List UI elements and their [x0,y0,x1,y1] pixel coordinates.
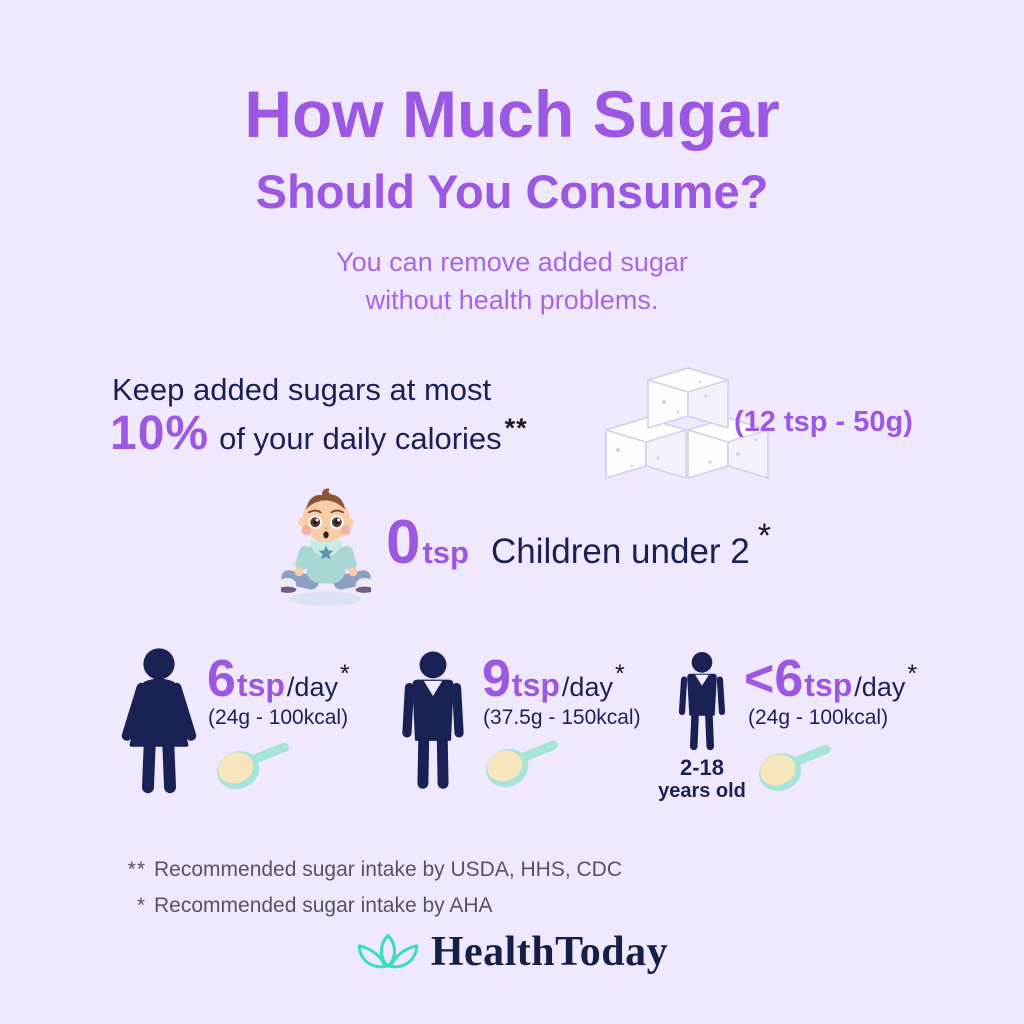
man-per: /day [561,672,613,702]
children-footnote-marker: * [757,517,771,555]
child-age-range: 2-18 [679,755,725,780]
woman-unit: tsp [236,667,285,703]
child-amount: <6 [744,650,804,708]
footnote-aha: * Recommended sugar intake by AHA [116,894,493,918]
children-under-2-row: 0 tsp Children under 2 * [386,512,771,574]
daily-limit-text-line1: Keep added sugars at most [112,372,492,407]
subtitle-line2: without health problems. [365,285,659,315]
daily-limit-footnote-marker: ** [504,413,528,443]
children-amount: 0 [386,508,421,577]
baby-icon [281,488,371,606]
page-title-line1: How Much Sugar [244,77,780,151]
children-label: Children under 2 [490,532,750,571]
page-title-line2: Should You Consume? [255,165,769,218]
brand-logo: HealthToday [0,928,1024,976]
child-footnote-marker: * [907,660,918,688]
child-age-units: years old [658,780,746,803]
daily-limit-equivalent: (12 tsp - 50g) [734,406,913,438]
lotus-icon [357,933,419,969]
spoon-icon [486,740,558,788]
daily-limit-percentage: 10% [110,407,210,460]
woman-amount-row: 6 tsp /day * [207,653,350,705]
woman-amount: 6 [207,650,236,708]
footnote-usda: ** Recommended sugar intake by USDA, HHS… [116,858,622,882]
man-detail: (37.5g - 150kcal) [483,706,641,729]
brand-name: HealthToday [430,929,669,975]
woman-detail: (24g - 100kcal) [208,706,349,729]
child-icon [678,652,726,751]
man-footnote-marker: * [614,660,625,688]
man-icon [402,651,464,789]
child-detail: (24g - 100kcal) [748,706,889,729]
child-amount-row: <6 tsp /day * [744,653,917,705]
footnote-usda-marker: ** [127,858,146,881]
footnote-aha-text: Recommended sugar intake by AHA [154,894,493,917]
sugar-cubes-icon [605,367,769,479]
child-unit: tsp [804,667,853,703]
footnote-aha-marker: * [136,894,146,917]
spoon-icon [759,744,831,792]
woman-icon [121,648,197,794]
spoon-icon [217,742,289,790]
man-unit: tsp [511,667,560,703]
woman-per: /day [286,672,338,702]
man-amount: 9 [482,650,511,708]
daily-limit-text-line2: 10% of your daily calories ** [110,406,528,461]
child-per: /day [854,672,906,702]
man-amount-row: 9 tsp /day * [482,653,625,705]
woman-footnote-marker: * [339,660,350,688]
footnote-usda-text: Recommended sugar intake by USDA, HHS, C… [154,858,623,881]
child-age-label: 2-18 years old [645,755,759,803]
children-unit: tsp [422,535,469,570]
subtitle-line1: You can remove added sugar [336,247,688,277]
daily-limit-rest: of your daily calories [219,421,502,456]
